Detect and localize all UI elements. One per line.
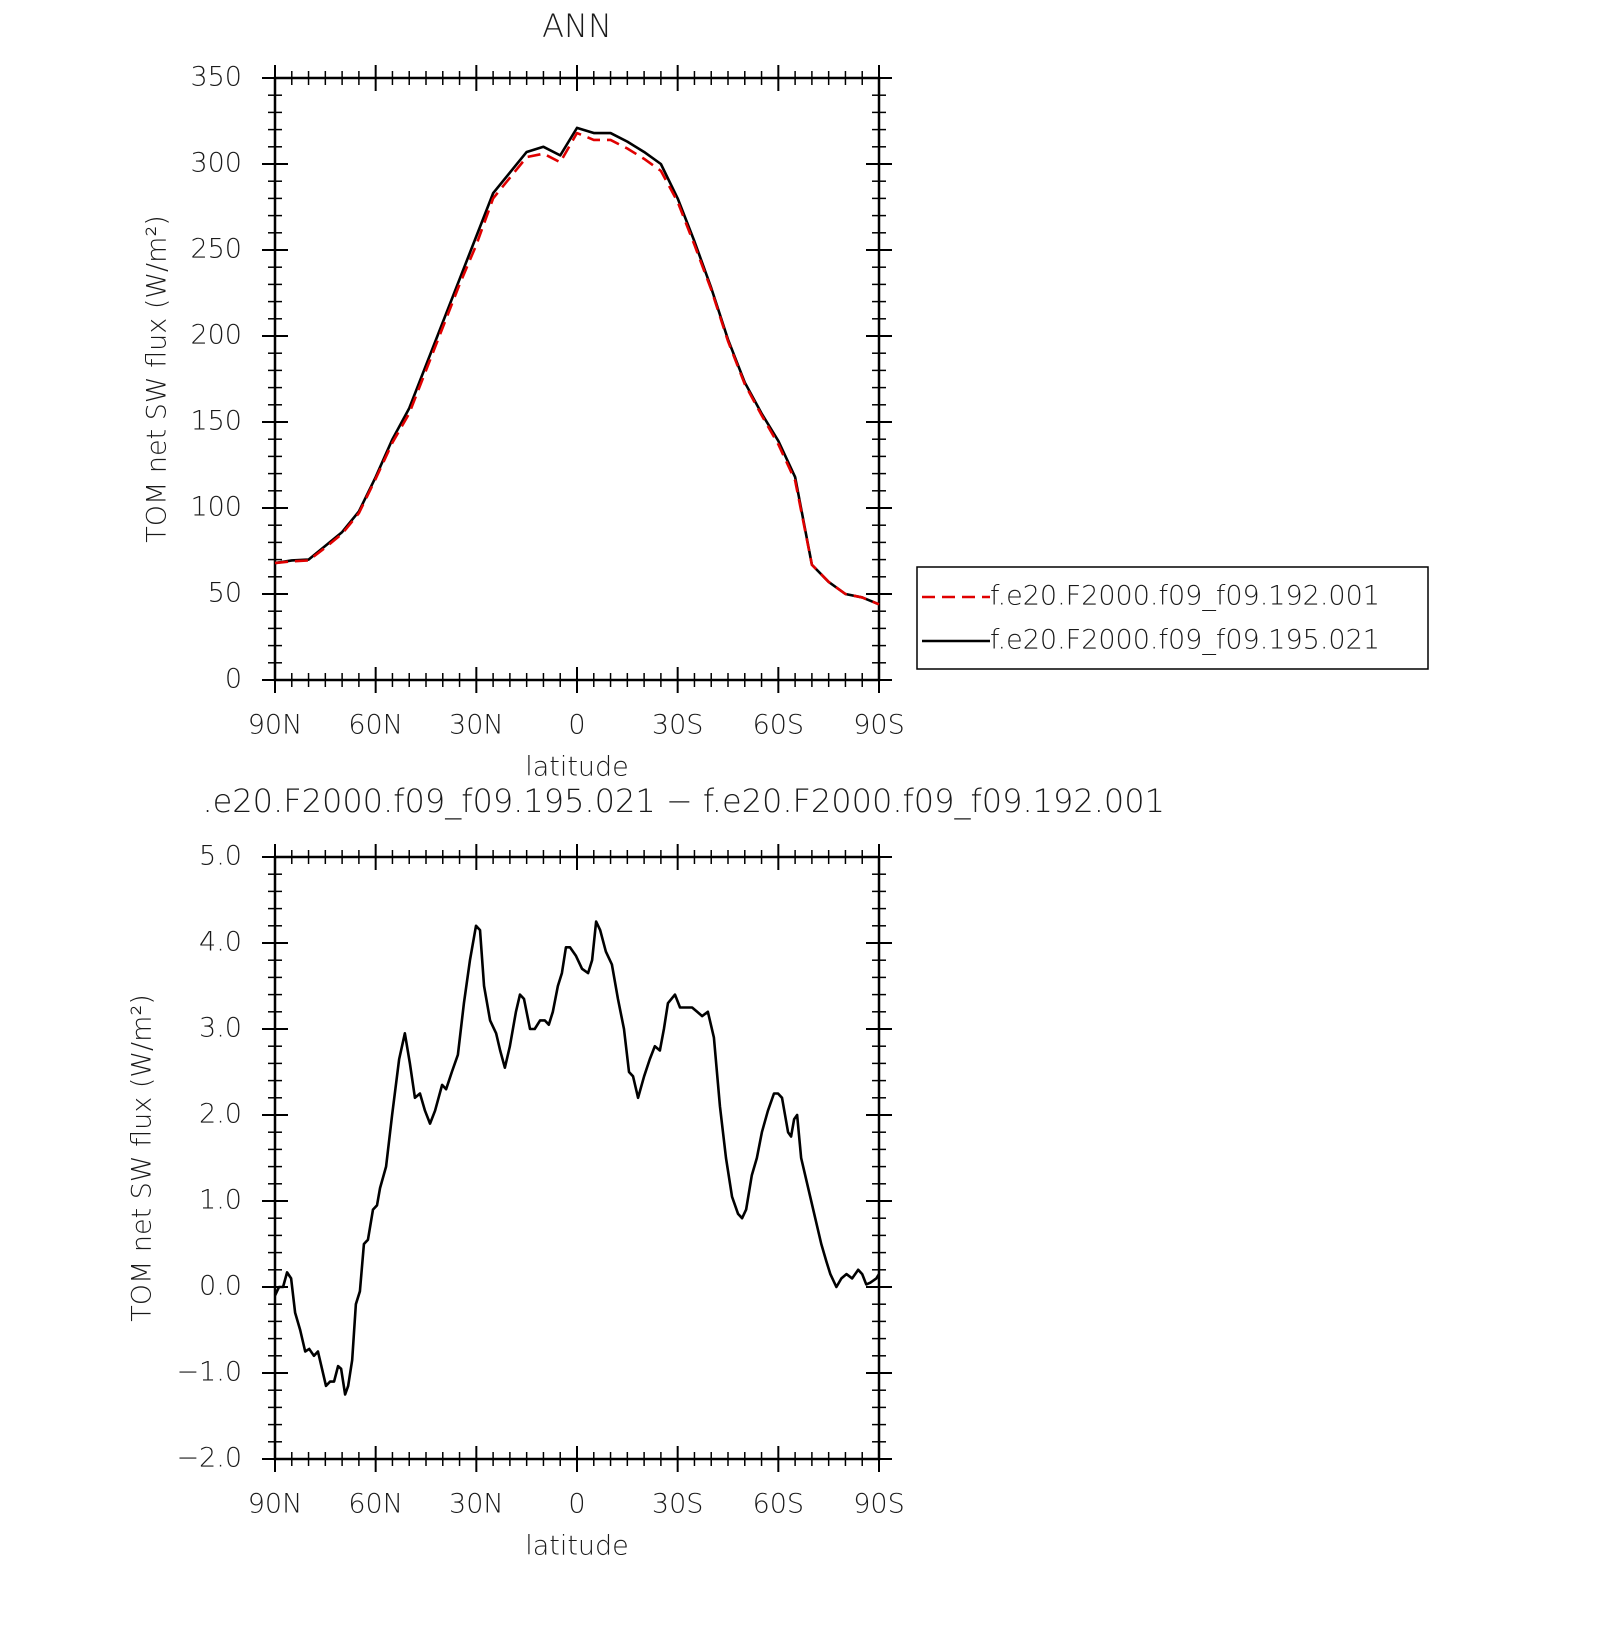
y-tick-label: 150: [190, 406, 242, 437]
y-tick-label: 300: [190, 148, 242, 179]
y-axis-label: TOM net SW flux (W/m²): [142, 215, 173, 543]
x-tick-label: 0: [568, 1489, 585, 1520]
legend-label: f.e20.F2000.f09_f09.192.001: [990, 581, 1380, 612]
plot-frame: [273, 855, 881, 1461]
x-tick-label: 30S: [652, 1489, 704, 1520]
x-axis-label: latitude: [525, 1531, 629, 1562]
x-tick-label: 60N: [348, 710, 403, 741]
y-tick-label: 4.0: [199, 927, 242, 958]
x-tick-label: 60S: [753, 1489, 805, 1520]
y-tick-label: 350: [190, 62, 242, 93]
chart-title: .e20.F2000.f09_f09.195.021 − f.e20.F2000…: [202, 782, 1165, 820]
x-tick-label: 30N: [449, 1489, 504, 1520]
x-tick-label: 90S: [853, 710, 905, 741]
legend-box: [916, 566, 1429, 670]
y-tick-label: 0: [225, 664, 242, 695]
x-tick-label: 0: [568, 710, 585, 741]
x-tick-label: 30S: [652, 710, 704, 741]
y-axis-label: TOM net SW flux (W/m²): [127, 994, 158, 1322]
y-tick-label: 200: [190, 320, 242, 351]
y-tick-label: 3.0: [199, 1013, 242, 1044]
x-tick-label: 30N: [449, 710, 504, 741]
data-line: [273, 920, 881, 1396]
y-tick-label: 50: [208, 578, 242, 609]
y-tick-label: 2.0: [199, 1099, 242, 1130]
x-tick-label: 90N: [248, 1489, 303, 1520]
y-tick-label: 250: [190, 234, 242, 265]
x-tick-label: 60N: [348, 1489, 403, 1520]
y-tick-label: −1.0: [176, 1357, 242, 1388]
x-axis-label: latitude: [525, 752, 629, 783]
chart-title: ANN: [542, 7, 612, 45]
y-tick-label: 0.0: [199, 1271, 242, 1302]
legend-label: f.e20.F2000.f09_f09.195.021: [990, 625, 1380, 656]
data-line: [274, 131, 880, 606]
y-tick-label: 100: [190, 492, 242, 523]
y-tick-label: −2.0: [176, 1443, 242, 1474]
x-tick-label: 60S: [753, 710, 805, 741]
plot-frame: [273, 76, 881, 682]
y-tick-label: 5.0: [199, 841, 242, 872]
x-tick-label: 90N: [248, 710, 303, 741]
data-line: [274, 126, 880, 606]
y-tick-label: 1.0: [199, 1185, 242, 1216]
x-tick-label: 90S: [853, 1489, 905, 1520]
